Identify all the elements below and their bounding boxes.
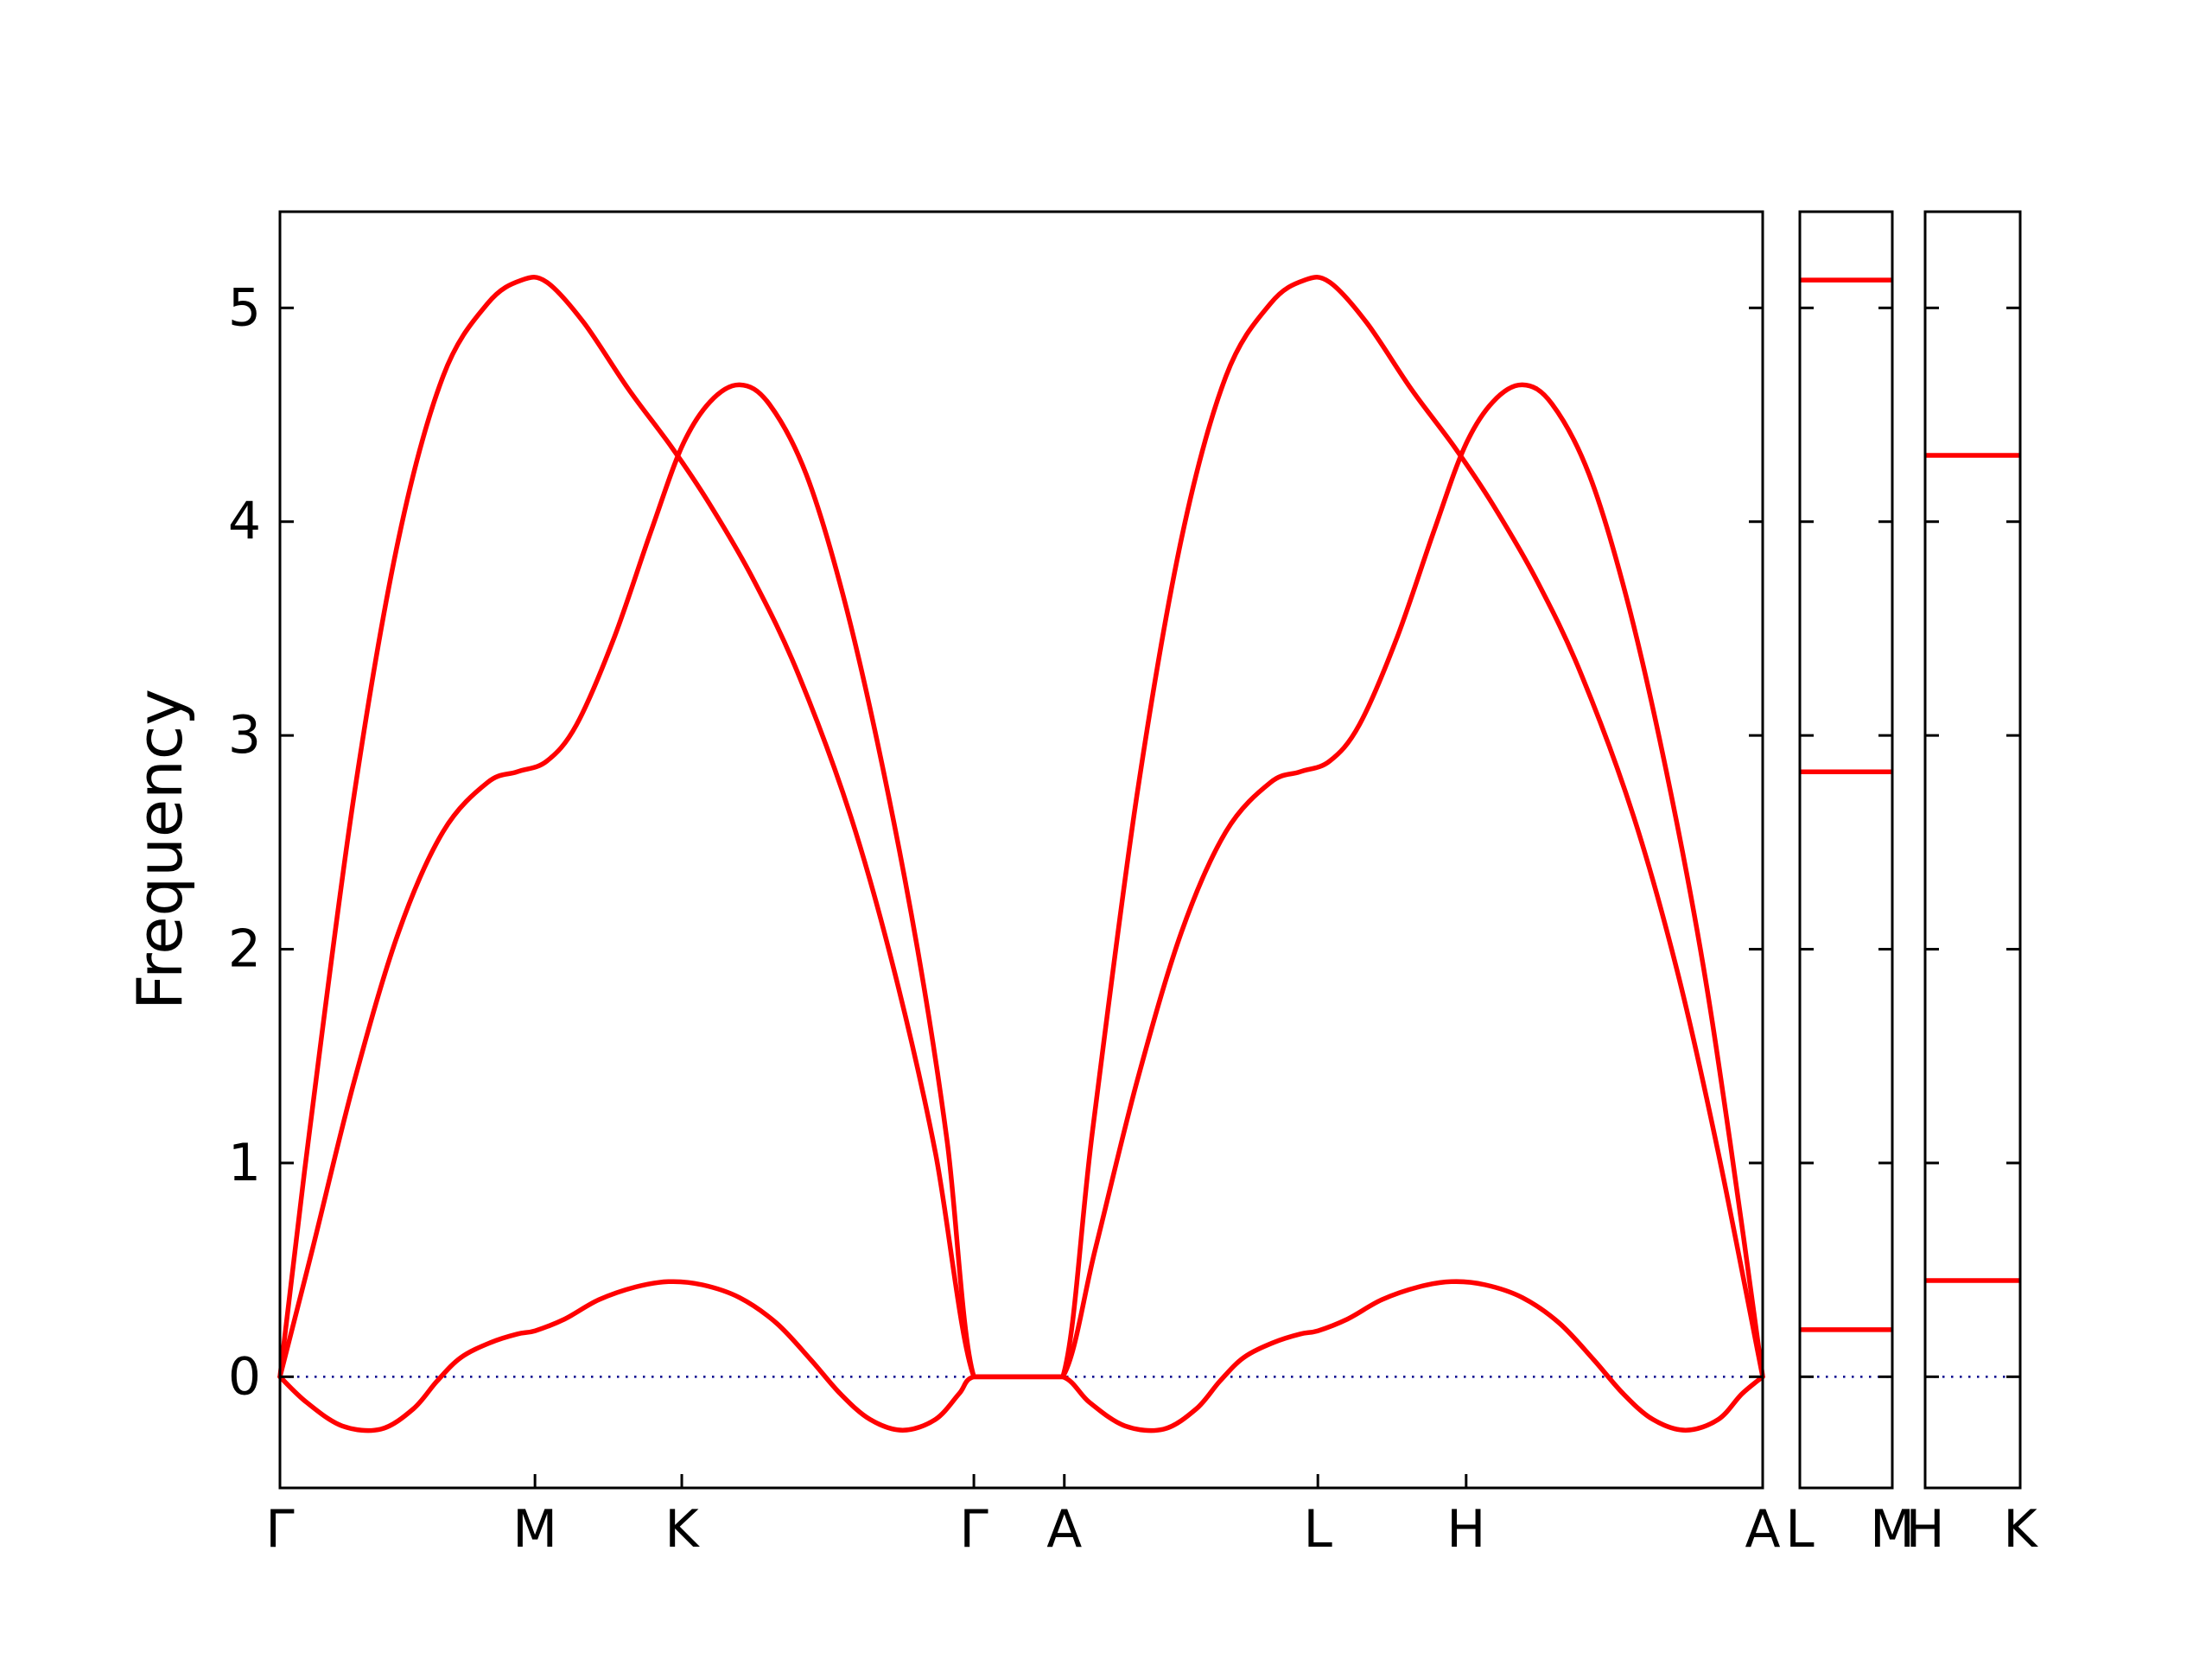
x-tick-label: K [664,1499,700,1560]
x-tick-label: Γ [265,1499,295,1560]
x-tick-label: L [1785,1499,1815,1560]
y-axis-label: Frequency [124,689,196,1010]
x-tick-label: M [1870,1499,1915,1560]
x-tick-label: H [1446,1499,1485,1560]
y-tick-label: 3 [228,705,261,766]
y-tick-label: 4 [228,492,261,552]
phonon-band-curve-lower-band [277,1279,1765,1433]
x-tick-label: Γ [959,1499,988,1560]
x-tick-label: H [1905,1499,1944,1560]
phonon-band-curve-upper-band [277,275,1765,1380]
x-tick-label: A [1745,1499,1780,1560]
plot-border [278,210,1764,1490]
plot-border [1798,210,1894,1490]
y-tick-label: 5 [228,277,261,338]
x-tick-label: A [1046,1499,1082,1560]
y-tick-label: 0 [228,1346,261,1407]
plot-border [1923,210,2022,1490]
x-tick-label: L [1303,1499,1332,1560]
phonon-band-curve-middle-band [277,382,1765,1380]
y-tick-label: 2 [228,919,261,980]
y-tick-label: 1 [228,1133,261,1193]
x-tick-label: M [512,1499,557,1560]
x-tick-label: K [2003,1499,2038,1560]
